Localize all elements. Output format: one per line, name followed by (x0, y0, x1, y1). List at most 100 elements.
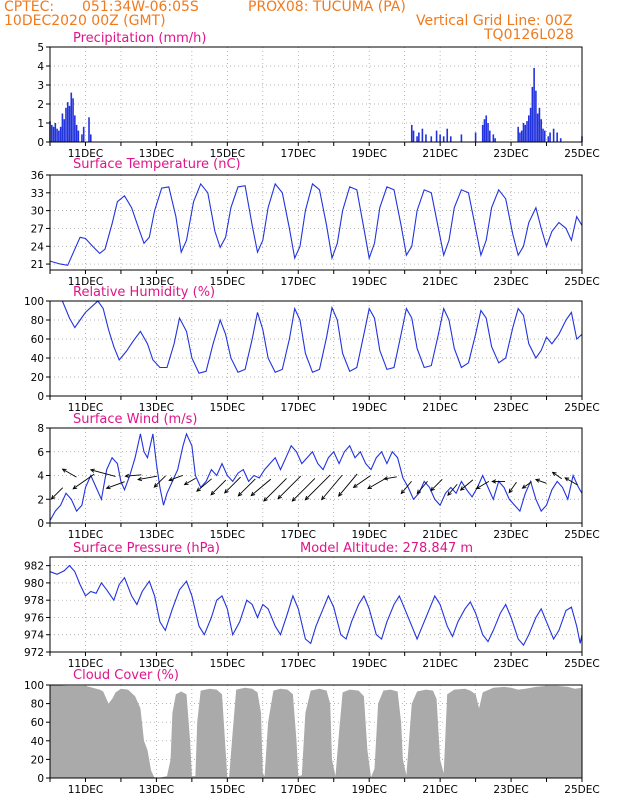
wind-arrow-head (459, 486, 465, 491)
wind-arrow (138, 475, 158, 480)
y-tick-label: 972 (24, 647, 44, 659)
precip-bar (494, 138, 496, 142)
wind-arrow (277, 475, 302, 500)
panel-title: Surface Wind (m/s) (73, 412, 197, 427)
x-tick-label: 11DEC (68, 529, 103, 541)
x-tick-label: 17DEC (281, 784, 316, 796)
precip-bar (533, 67, 535, 142)
precip-bar (449, 136, 452, 142)
precip-bar (536, 113, 539, 142)
precip-bar (528, 115, 530, 142)
panel-temperature: 21 24 27 30 33 36 11DEC 13DEC 15DEC 17DEC 19DEC 21D… (31, 157, 600, 288)
x-tick-label: 13DEC (139, 529, 174, 541)
precip-bar (540, 119, 543, 142)
x-tick-label: 25DEC (564, 276, 599, 288)
x-tick-label: 21DEC (422, 658, 457, 670)
x-tick-label: 13DEC (139, 658, 174, 670)
precip-bar (439, 134, 441, 142)
wind-arrow-head (196, 487, 201, 492)
y-tick-label: 978 (24, 595, 44, 607)
y-tick-label: 0 (37, 137, 44, 149)
precip-bar (65, 107, 67, 142)
y-tick-label: 20 (31, 754, 44, 766)
wind-arrow (460, 479, 474, 491)
y-tick-label: 4 (37, 471, 44, 483)
panel-title: Surface Pressure (hPa) (73, 541, 220, 556)
precip-bar (430, 136, 433, 142)
wind-arrow (106, 481, 125, 489)
y-tick-label: 60 (31, 334, 44, 346)
wind-arrow-head (224, 488, 229, 494)
wind-arrow-head (304, 495, 310, 501)
x-tick-label: 23DEC (493, 529, 528, 541)
x-tick-label: 13DEC (139, 148, 174, 160)
precip-bar (446, 128, 449, 142)
wind-arrow-head (168, 477, 174, 482)
panel-pressure: 972 974 976 978 980 982 11DEC 13DEC 15DEC 17DEC 19… (24, 541, 600, 670)
x-tick-label: 19DEC (351, 148, 386, 160)
wind-arrow-head (237, 491, 243, 497)
x-tick-label: 17DEC (281, 148, 316, 160)
precip-bar (435, 130, 438, 142)
x-tick-label: 21DEC (422, 276, 457, 288)
x-tick-label: 23DEC (493, 148, 528, 160)
cloud-area (50, 685, 582, 778)
precip-bar (488, 130, 491, 142)
x-tick-label: 17DEC (281, 276, 316, 288)
wind-arrow-head (105, 485, 111, 490)
wind-arrow-head (124, 473, 130, 479)
wind-arrow (535, 479, 547, 484)
wind-arrow (447, 483, 458, 496)
wind-arrow (250, 478, 272, 496)
wind-arrow (62, 468, 77, 478)
x-tick-label: 19DEC (351, 402, 386, 414)
precip-bar (538, 107, 541, 142)
wind-arrow (153, 475, 166, 488)
precip-bar (63, 119, 65, 142)
x-tick-label: 13DEC (139, 784, 174, 796)
wind-arrow (508, 481, 517, 493)
panel-precip: 0 1 2 3 4 5 11DEC 13DEC 15DEC 17DEC 19DEC 21DEC 23DE… (37, 31, 599, 160)
precip-bar (50, 124, 53, 142)
x-tick-label: 11DEC (68, 658, 103, 670)
wind-arrow (305, 474, 331, 501)
wind-arrow-head (400, 489, 406, 495)
y-tick-label: 0 (37, 391, 44, 403)
y-tick-label: 982 (24, 561, 44, 573)
panel-title: Surface Temperature (nC) (73, 157, 241, 172)
y-tick-label: 1 (37, 118, 44, 130)
x-tick-label: 21DEC (422, 529, 457, 541)
wind-arrow (321, 474, 343, 500)
humidity-line (50, 300, 583, 374)
wind-arrow (522, 481, 532, 489)
wind-arrow-head (475, 485, 481, 490)
x-tick-label: 15DEC (210, 784, 245, 796)
x-tick-label: 25DEC (564, 658, 599, 670)
panel-title: Cloud Cover (%) (73, 668, 179, 683)
wind-arrow (564, 477, 578, 486)
x-tick-label: 21DEC (422, 784, 457, 796)
wind-arrow (210, 479, 227, 496)
precip-bar (531, 86, 534, 142)
wind-arrow-head (89, 468, 95, 473)
y-tick-label: 5 (37, 42, 44, 54)
wind-arrow-head (534, 478, 540, 483)
y-tick-label: 27 (31, 223, 44, 235)
y-tick-label: 2 (37, 99, 44, 111)
precip-bar (519, 132, 521, 142)
x-tick-label: 15DEC (210, 148, 245, 160)
x-tick-label: 17DEC (281, 529, 316, 541)
x-tick-label: 19DEC (351, 784, 386, 796)
precip-bar (70, 92, 73, 142)
wind-arrow-head (153, 483, 159, 488)
y-tick-label: 980 (24, 578, 44, 590)
wind-arrow-head (277, 494, 283, 500)
precip-bar (460, 134, 463, 142)
header-grid-note: Vertical Grid Line: 00Z (416, 13, 573, 29)
y-tick-label: 4 (37, 61, 44, 73)
wind-arrow-head (551, 471, 557, 476)
precip-bar (56, 128, 58, 142)
y-tick-label: 974 (24, 630, 44, 642)
precip-bar (542, 128, 544, 142)
x-tick-label: 17DEC (281, 658, 316, 670)
